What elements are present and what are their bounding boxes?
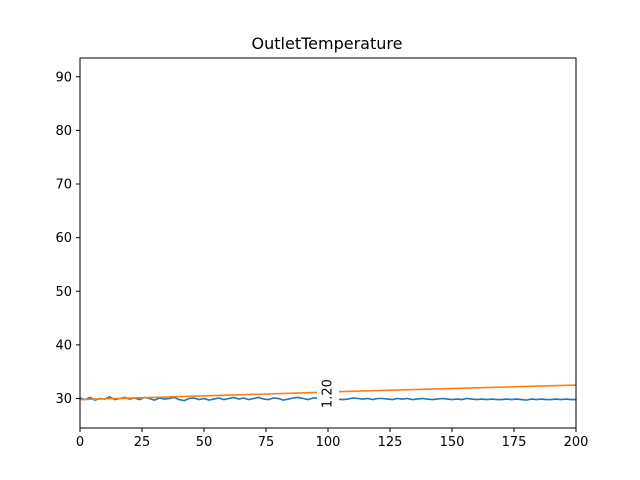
- x-tick-label: 0: [76, 435, 84, 450]
- axes: 0 25 50 75 100 125 150 175 200 30 40 50 60 70 80 90: [55, 70, 588, 450]
- x-tick-label: 75: [258, 435, 275, 450]
- x-tick-label: 175: [502, 435, 527, 450]
- x-tick-label: 50: [196, 435, 213, 450]
- x-tick-label: 150: [440, 435, 465, 450]
- y-tick-label: 90: [55, 70, 72, 85]
- y-tick-label: 30: [55, 392, 72, 407]
- inline-label-background: [317, 371, 339, 416]
- y-tick-label: 60: [55, 231, 72, 246]
- plot-area: 1.20: [79, 371, 577, 416]
- chart-title: OutletTemperature: [252, 34, 403, 53]
- x-tick-label: 100: [316, 435, 341, 450]
- y-tick-label: 50: [55, 285, 72, 300]
- y-tick-label: 70: [55, 178, 72, 193]
- x-tick-label: 125: [378, 435, 403, 450]
- y-tick-label: 40: [55, 338, 72, 353]
- inline-label: 1.20: [321, 379, 336, 408]
- x-tick-label: 200: [564, 435, 589, 450]
- x-tick-label: 25: [134, 435, 151, 450]
- y-tick-label: 80: [55, 124, 72, 139]
